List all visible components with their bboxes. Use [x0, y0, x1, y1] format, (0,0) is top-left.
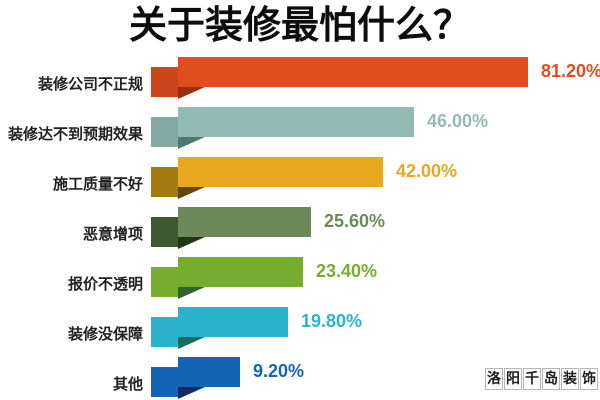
- watermark-char: 千: [523, 368, 541, 390]
- bar-ribbon-fold: [178, 387, 205, 399]
- bar-row: 其他 9.20%: [0, 357, 600, 400]
- watermark-char: 岛: [542, 368, 560, 390]
- value-label: 25.60%: [324, 211, 386, 231]
- bar-ribbon-fold: [178, 287, 205, 299]
- bar-row: 报价不透明 23.40%: [0, 257, 600, 307]
- watermark-char: 洛: [485, 368, 503, 390]
- bar-ribbon-fold: [178, 187, 205, 199]
- value-label: 19.80%: [301, 311, 363, 331]
- category-label: 装修公司不正规: [37, 76, 143, 93]
- bar-ribbon-tab: [151, 67, 183, 97]
- bar-ribbon-fold: [178, 87, 205, 99]
- bar-ribbon-tab: [151, 367, 183, 397]
- chart-title: 关于装修最怕什么？: [128, 5, 471, 47]
- bar: [178, 57, 528, 87]
- bar-ribbon-tab: [151, 267, 183, 297]
- value-label: 23.40%: [316, 261, 378, 281]
- watermark-char: 饰: [580, 368, 598, 390]
- bar-ribbon-tab: [151, 317, 183, 347]
- category-label: 恶意增项: [82, 226, 143, 243]
- category-label: 施工质量不好: [52, 176, 143, 193]
- bar-ribbon-fold: [178, 337, 205, 349]
- watermark-char: 阳: [504, 368, 522, 390]
- bar-row: 装修公司不正规 81.20%: [0, 57, 600, 107]
- value-label: 42.00%: [396, 161, 458, 181]
- bar: [178, 257, 303, 287]
- category-label: 装修达不到预期效果: [7, 126, 143, 143]
- bar-ribbon-tab: [151, 117, 183, 147]
- bar-row: 装修达不到预期效果 46.00%: [0, 107, 600, 157]
- bar: [178, 157, 383, 187]
- category-label: 装修没保障: [67, 326, 143, 343]
- bar-row: 装修没保障 19.80%: [0, 307, 600, 357]
- bar: [178, 357, 240, 387]
- bar-ribbon-tab: [151, 167, 183, 197]
- watermark: 洛阳千岛装饰: [484, 368, 598, 390]
- bar-row: 恶意增项 25.60%: [0, 207, 600, 257]
- bar: [178, 207, 311, 237]
- bar-ribbon-tab: [151, 217, 183, 247]
- category-label: 报价不透明: [67, 276, 143, 293]
- value-label: 46.00%: [427, 111, 489, 131]
- bar: [178, 307, 288, 337]
- value-label: 81.20%: [541, 61, 600, 81]
- bar: [178, 107, 414, 137]
- watermark-char: 装: [561, 368, 579, 390]
- bar-ribbon-fold: [178, 137, 205, 149]
- category-label: 其他: [112, 376, 143, 393]
- bar-ribbon-fold: [178, 237, 205, 249]
- value-label: 9.20%: [253, 361, 305, 381]
- bar-row: 施工质量不好 42.00%: [0, 157, 600, 207]
